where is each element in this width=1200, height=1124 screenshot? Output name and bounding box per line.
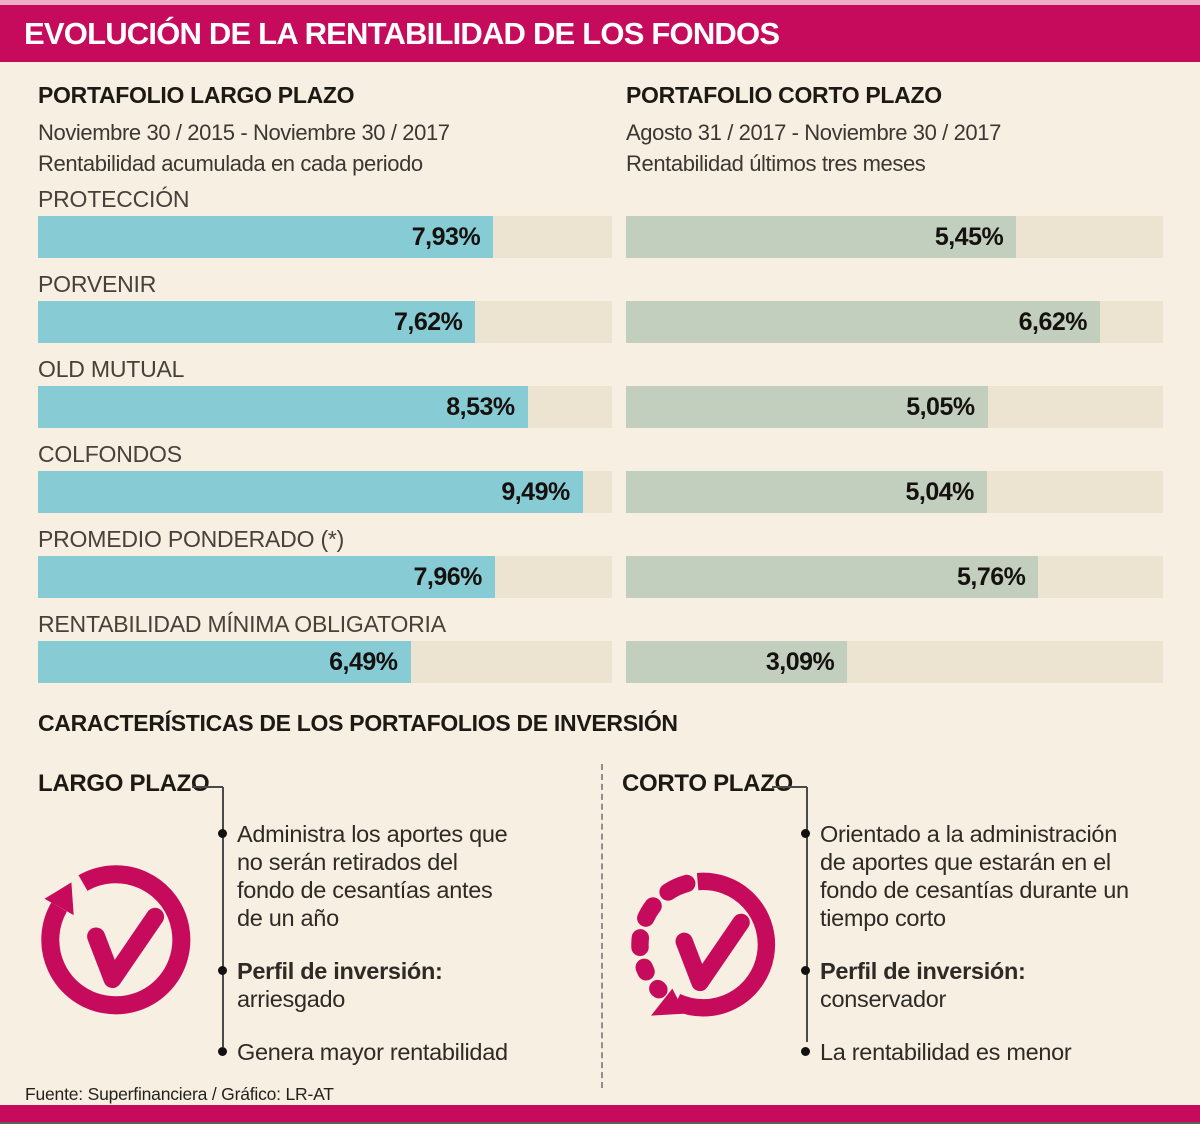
bar-value-label: 5,76%	[957, 562, 1026, 591]
series-note: Rentabilidad acumulada en cada periodo	[38, 151, 423, 176]
fund-label: OLD MUTUAL	[38, 356, 185, 382]
series-note: Rentabilidad últimos tres meses	[626, 151, 926, 176]
bar-short: 3,09%	[626, 641, 848, 683]
bar-pair: 7,93% 5,45%	[38, 216, 1163, 258]
bar-pair: 9,49% 5,04%	[38, 471, 1163, 513]
bar-chart: PROTECCIÓN 7,93% 5,45% PORVENIR	[38, 186, 1163, 696]
clock-counterclockwise-icon	[30, 848, 195, 1020]
chart-row: COLFONDOS 9,49% 5,04%	[38, 441, 1163, 513]
short-term-title: CORTO PLAZO	[622, 770, 793, 797]
list-item: Perfil de inversión: arriesgado	[218, 957, 549, 1013]
chart-row: PROMEDIO PONDERADO (*) 7,96% 5,76%	[38, 526, 1163, 598]
fund-label: PROTECCIÓN	[38, 186, 190, 212]
series-name: PORTAFOLIO LARGO PLAZO	[38, 82, 355, 108]
chart-row: PORVENIR 7,62% 6,62%	[38, 271, 1163, 343]
bar-long: 6,49%	[38, 641, 411, 683]
chart-row: PROTECCIÓN 7,93% 5,45%	[38, 186, 1163, 258]
series-name: PORTAFOLIO CORTO PLAZO	[626, 82, 942, 108]
bar-long: 7,62%	[38, 301, 476, 343]
connector-line	[806, 787, 808, 1042]
bar-value-label: 7,93%	[411, 222, 481, 251]
list-item: Orientado a la administración de aportes…	[801, 820, 1172, 932]
bar-short: 6,62%	[626, 301, 1100, 343]
list-item: Administra los aportes que no serán reti…	[218, 820, 549, 932]
bar-track-short: 3,09%	[626, 641, 1163, 683]
bar-pair: 7,62% 6,62%	[38, 301, 1163, 343]
features-heading: CARACTERÍSTICAS DE LOS PORTAFOLIOS DE IN…	[38, 710, 678, 736]
short-term-feature-list: Orientado a la administración de aportes…	[801, 820, 1172, 1091]
bar-value-label: 6,62%	[1018, 307, 1088, 336]
long-term-column-header: PORTAFOLIO LARGO PLAZO Noviembre 30 / 20…	[38, 82, 598, 179]
bar-track-long: 7,96%	[38, 556, 612, 598]
bar-track-long: 9,49%	[38, 471, 612, 513]
connector-line	[222, 787, 224, 1047]
bar-value-label: 7,62%	[393, 307, 463, 336]
long-term-title: LARGO PLAZO	[38, 770, 210, 797]
short-term-column-header: PORTAFOLIO CORTO PLAZO Agosto 31 / 2017 …	[626, 82, 1186, 179]
bottom-accent-strip	[0, 1105, 1200, 1122]
bar-value-label: 5,04%	[905, 477, 974, 506]
series-period: Noviembre 30 / 2015 - Noviembre 30 / 201…	[38, 120, 450, 145]
title-banner: EVOLUCIÓN DE LA RENTABILIDAD DE LOS FOND…	[0, 5, 1200, 62]
bar-value-label: 8,53%	[446, 392, 515, 421]
bar-track-long: 7,62%	[38, 301, 612, 343]
connector-line	[772, 786, 807, 788]
fund-label: RENTABILIDAD MÍNIMA OBLIGATORIA	[38, 611, 446, 637]
bar-long: 7,93%	[38, 216, 494, 258]
bar-track-short: 5,05%	[626, 386, 1163, 428]
bar-track-short: 6,62%	[626, 301, 1163, 343]
top-accent-line	[0, 0, 1200, 5]
item-lead: Perfil de inversión:	[820, 958, 1026, 984]
fund-label: COLFONDOS	[38, 441, 182, 467]
list-item: La rentabilidad es menor	[801, 1038, 1172, 1066]
connector-line	[192, 786, 223, 788]
bar-long: 8,53%	[38, 386, 528, 428]
bar-short: 5,05%	[626, 386, 988, 428]
bar-long: 7,96%	[38, 556, 495, 598]
bar-short: 5,76%	[626, 556, 1039, 598]
series-period: Agosto 31 / 2017 - Noviembre 30 / 2017	[626, 120, 1001, 145]
clock-clockwise-dashed-icon	[620, 856, 780, 1022]
bar-value-label: 5,45%	[934, 222, 1004, 251]
bar-track-long: 8,53%	[38, 386, 612, 428]
bar-track-long: 6,49%	[38, 641, 612, 683]
page-title: EVOLUCIÓN DE LA RENTABILIDAD DE LOS FOND…	[24, 15, 780, 51]
bar-value-label: 5,05%	[906, 392, 975, 421]
fund-label: PORVENIR	[38, 271, 157, 297]
bar-short: 5,04%	[626, 471, 987, 513]
bar-short: 5,45%	[626, 216, 1017, 258]
bar-pair: 8,53% 5,05%	[38, 386, 1163, 428]
bar-value-label: 9,49%	[501, 477, 570, 506]
fund-label: PROMEDIO PONDERADO (*)	[38, 526, 345, 552]
chart-row: RENTABILIDAD MÍNIMA OBLIGATORIA 6,49% 3,…	[38, 611, 1163, 683]
bar-track-short: 5,76%	[626, 556, 1163, 598]
column-divider	[601, 764, 603, 1088]
bar-long: 9,49%	[38, 471, 583, 513]
list-item: Genera mayor rentabilidad	[218, 1038, 549, 1066]
list-item: Perfil de inversión: conservador	[801, 957, 1172, 1013]
bar-pair: 6,49% 3,09%	[38, 641, 1163, 683]
bar-track-short: 5,45%	[626, 216, 1163, 258]
bar-pair: 7,96% 5,76%	[38, 556, 1163, 598]
chart-row: OLD MUTUAL 8,53% 5,05%	[38, 356, 1163, 428]
long-term-feature-list: Administra los aportes que no serán reti…	[218, 820, 549, 1091]
source-credit: Fuente: Superfinanciera / Gráfico: LR-AT	[25, 1084, 334, 1104]
bar-value-label: 7,96%	[413, 562, 483, 591]
bar-track-long: 7,93%	[38, 216, 612, 258]
item-lead: Perfil de inversión:	[237, 958, 443, 984]
bar-value-label: 6,49%	[329, 647, 398, 676]
bar-value-label: 3,09%	[765, 647, 835, 676]
bottom-edge-line	[0, 1122, 1200, 1124]
bar-track-short: 5,04%	[626, 471, 1163, 513]
